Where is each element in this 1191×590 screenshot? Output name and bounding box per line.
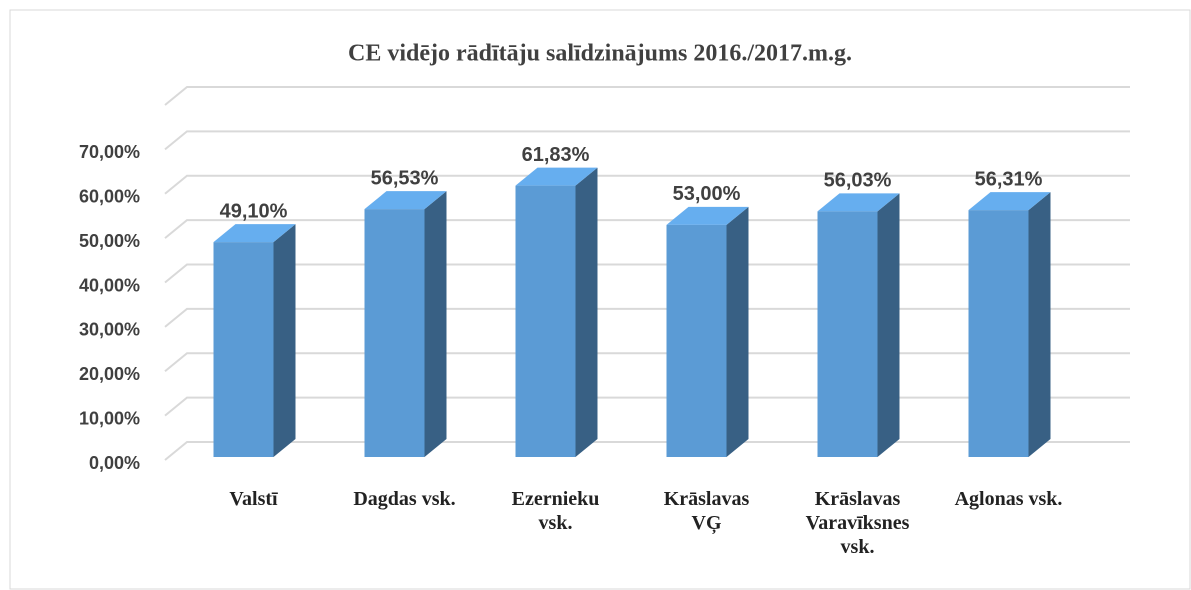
bar-side bbox=[877, 193, 900, 457]
bar-front bbox=[515, 185, 576, 457]
bar-side bbox=[575, 167, 598, 457]
y-tick-label: 60,00% bbox=[79, 187, 140, 207]
bar bbox=[364, 191, 447, 457]
bar-front bbox=[817, 211, 878, 457]
bar-top bbox=[364, 191, 447, 210]
x-tick-label: Valstī bbox=[229, 488, 278, 510]
x-tick-label: Krāslavas VĢ bbox=[663, 488, 750, 534]
y-tick-label: 30,00% bbox=[79, 320, 140, 340]
data-label: 56,53% bbox=[371, 167, 439, 189]
data-label: 61,83% bbox=[522, 144, 590, 166]
grid-line bbox=[164, 130, 1130, 151]
y-tick-label: 10,00% bbox=[79, 408, 140, 428]
bar-front bbox=[213, 242, 274, 457]
y-tick-label: 50,00% bbox=[79, 231, 140, 251]
bar bbox=[213, 224, 296, 457]
data-label: 56,31% bbox=[975, 168, 1043, 190]
grid-line bbox=[164, 219, 1130, 239]
x-tick-label: Aglonas vsk. bbox=[954, 488, 1063, 510]
grid-line bbox=[164, 396, 1130, 417]
x-tick-label: Ezernieku vsk. bbox=[511, 488, 600, 534]
grid-line bbox=[164, 352, 1130, 373]
bar-top bbox=[817, 193, 900, 212]
plot-top-edge bbox=[164, 86, 1130, 106]
bar-side bbox=[1028, 192, 1051, 457]
bar-front bbox=[666, 224, 727, 457]
bar-front bbox=[364, 209, 425, 457]
grid-line bbox=[164, 263, 1130, 284]
y-tick-label: 40,00% bbox=[79, 275, 140, 295]
bar-top bbox=[515, 167, 598, 186]
bar-front bbox=[968, 210, 1029, 457]
chart-border bbox=[9, 9, 1191, 590]
y-tick-label: 20,00% bbox=[79, 364, 140, 384]
bar bbox=[666, 206, 749, 457]
grid-line bbox=[164, 174, 1130, 195]
bar-top bbox=[666, 206, 749, 225]
bar-side bbox=[273, 224, 296, 457]
bar bbox=[968, 192, 1051, 457]
data-label: 53,00% bbox=[673, 183, 741, 205]
chart-title: CE vidējo rādītāju salīdzinājums 2016./2… bbox=[348, 41, 852, 67]
bar-side bbox=[424, 191, 447, 457]
grid-line bbox=[164, 441, 1130, 461]
bar bbox=[817, 193, 900, 457]
y-tick-label: 0,00% bbox=[89, 453, 140, 473]
data-label: 56,03% bbox=[824, 170, 892, 192]
bar bbox=[515, 167, 598, 457]
bar-side bbox=[726, 206, 749, 457]
x-tick-label: Krāslavas Varavīksnes vsk. bbox=[805, 488, 910, 558]
grid-line bbox=[164, 307, 1130, 328]
x-tick-label: Dagdas vsk. bbox=[353, 488, 456, 510]
bar-top bbox=[213, 224, 296, 243]
data-label: 49,10% bbox=[220, 200, 288, 222]
bar-top bbox=[968, 192, 1051, 211]
y-tick-label: 70,00% bbox=[79, 142, 140, 162]
